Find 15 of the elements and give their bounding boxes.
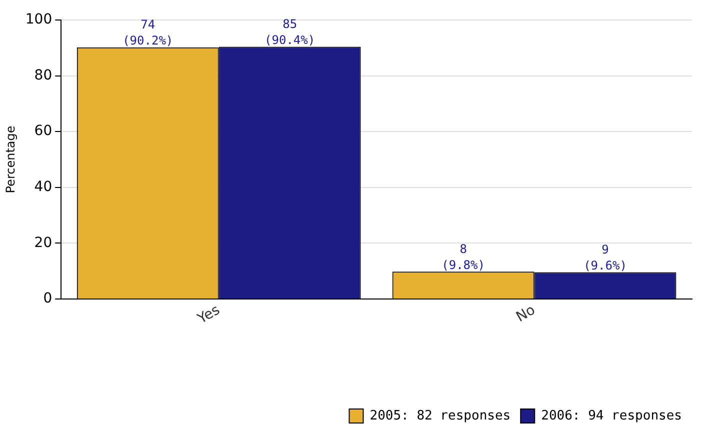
- y-tick-label: 20: [34, 234, 52, 251]
- data-label: 74 (90.2%): [122, 17, 174, 48]
- y-tick-label: 0: [43, 290, 52, 307]
- data-label: 85 (90.4%): [264, 16, 316, 47]
- legend-label: 2005: 82 responses: [370, 408, 511, 424]
- y-tick-label: 40: [34, 179, 52, 196]
- y-axis-title: Percentage: [3, 126, 18, 194]
- x-tick-label: Yes: [194, 302, 223, 328]
- data-label: 8 (9.8%): [442, 242, 485, 272]
- y-tick-label: 100: [25, 12, 52, 28]
- legend-label: 2006: 94 responses: [541, 408, 682, 424]
- y-tick-label: 80: [34, 67, 52, 84]
- data-label: 9 (9.6%): [584, 242, 627, 272]
- x-tick-label: No: [514, 302, 538, 326]
- y-tick-label: 60: [34, 123, 52, 140]
